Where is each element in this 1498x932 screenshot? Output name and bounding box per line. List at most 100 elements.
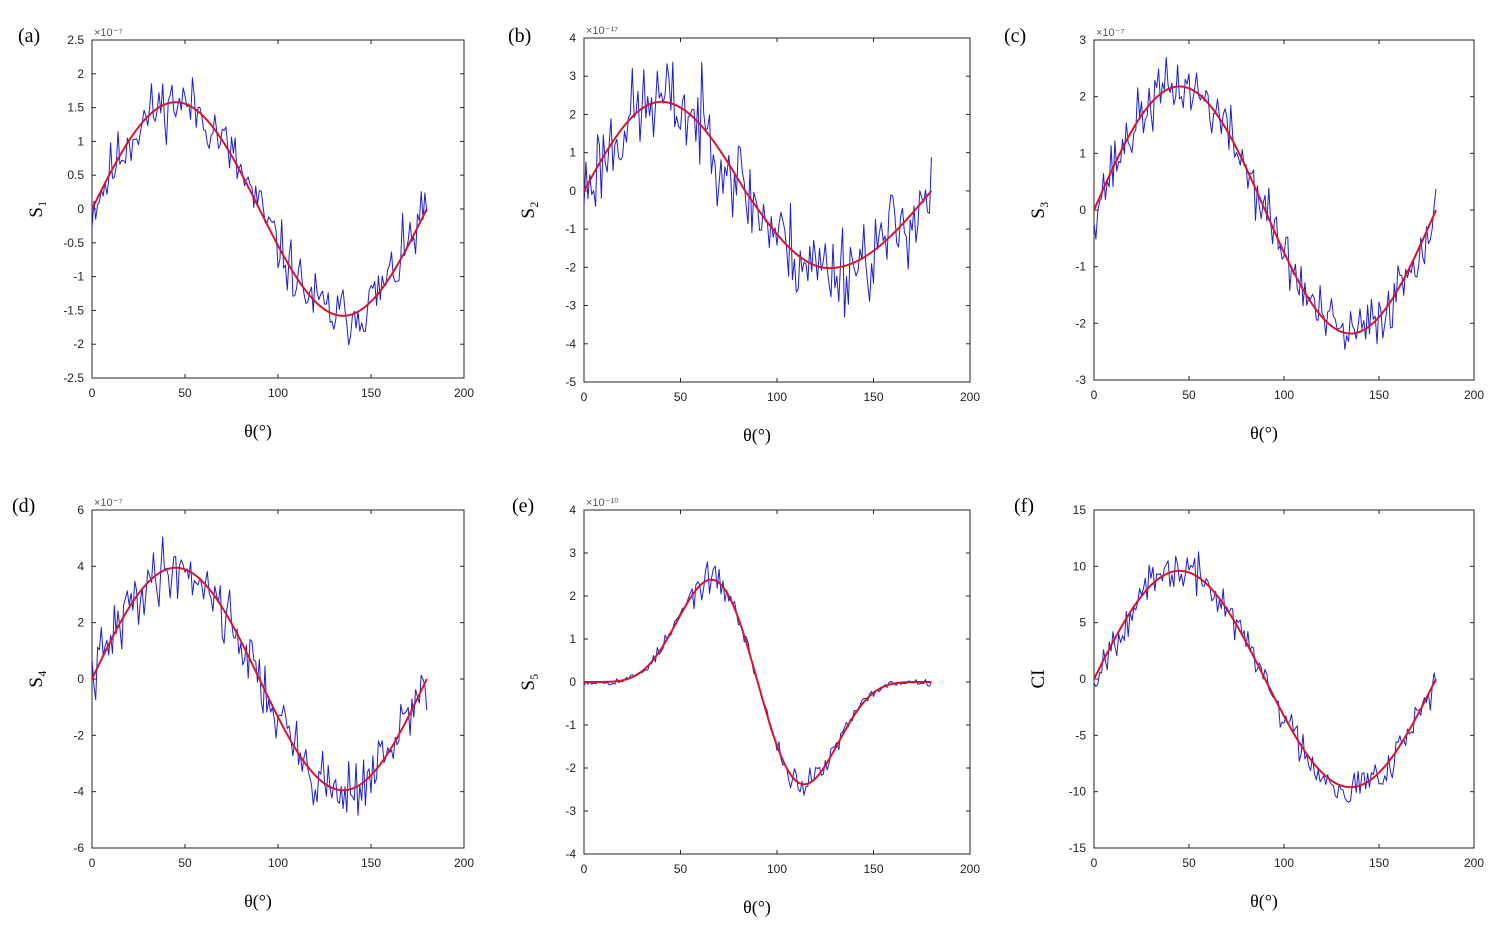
y-tick-label: 5 [1079, 616, 1086, 630]
x-tick-label: 100 [767, 862, 787, 876]
series-fit [584, 578, 932, 786]
y-axis-label: S₅ [518, 673, 539, 690]
panel-1: (b) 0 50 100 150 200 -5 -4 -3 -2 -1 0 1 2 3 4 ×10⁻¹⁷ S₂ θ(… [508, 25, 980, 446]
panel-0: (a) 0 50 100 150 200 -2.5 -2 -1.5 -1 -0.5 0 0.5 1 1.5 2… [18, 25, 474, 442]
y-tick-label: 0 [569, 675, 576, 689]
panel-label: (b) [508, 25, 531, 47]
y-tick-label: 2.5 [67, 33, 84, 47]
y-axis-label: S₃ [1028, 201, 1049, 218]
y-tick-label: 3 [1079, 33, 1086, 47]
axis-exponent: ×10⁻⁷ [1096, 27, 1124, 39]
x-tick-label: 50 [674, 862, 688, 876]
series-noisy [91, 77, 428, 346]
x-tick-label: 200 [960, 390, 980, 404]
panel-3: (d) 0 50 100 150 200 -6 -4 -2 0 2 4 6 ×10⁻⁷ S₄ θ(°) [12, 495, 474, 912]
y-axis-label: S₂ [518, 201, 539, 218]
y-tick-label: 3 [569, 69, 576, 83]
x-tick-label: 200 [454, 856, 474, 870]
axis-exponent: ×10⁻⁷ [94, 27, 122, 39]
y-tick-label: 0 [1079, 672, 1086, 686]
x-tick-label: 200 [960, 862, 980, 876]
axes-box [583, 37, 971, 383]
y-tick-label: 0 [77, 672, 84, 686]
x-axis-label: θ(°) [1250, 891, 1278, 912]
x-tick-label: 100 [1274, 856, 1294, 870]
y-tick-label: 2 [77, 67, 84, 81]
y-tick-label: 4 [77, 559, 84, 573]
y-tick-label: 1 [569, 632, 576, 646]
x-axis-label: θ(°) [743, 425, 771, 446]
x-tick-label: 100 [268, 386, 288, 400]
x-tick-label: 0 [581, 862, 588, 876]
y-tick-label: 2 [569, 107, 576, 121]
y-tick-label: 1 [1079, 146, 1086, 160]
series-noisy [1093, 56, 1437, 350]
series-fit [1093, 85, 1437, 335]
x-tick-label: 150 [361, 856, 381, 870]
y-tick-label: -2.5 [63, 371, 84, 385]
x-tick-label: 150 [361, 386, 381, 400]
x-tick-label: 0 [89, 856, 96, 870]
y-tick-label: -1 [73, 270, 84, 284]
y-tick-label: -2 [565, 260, 576, 274]
y-tick-label: -2 [1075, 316, 1086, 330]
y-tick-label: 15 [1073, 503, 1087, 517]
y-tick-label: -3 [565, 804, 576, 818]
axes-box [91, 509, 465, 849]
y-tick-label: -2 [73, 728, 84, 742]
axes-box [1093, 39, 1475, 381]
y-tick-label: 10 [1073, 559, 1087, 573]
series-fit [91, 566, 428, 792]
y-tick-label: -5 [565, 375, 576, 389]
series-fit [1093, 569, 1437, 789]
axis-exponent: ×10⁻¹⁷ [586, 25, 618, 37]
x-tick-label: 50 [178, 386, 192, 400]
x-tick-label: 150 [1369, 856, 1389, 870]
y-tick-label: 2 [569, 589, 576, 603]
x-tick-label: 100 [767, 390, 787, 404]
x-tick-label: 150 [863, 862, 883, 876]
y-tick-label: 0 [569, 184, 576, 198]
y-tick-label: -1.5 [63, 303, 84, 317]
y-tick-label: -3 [565, 299, 576, 313]
y-tick-label: 4 [569, 31, 576, 45]
panel-2: (c) 0 50 100 150 200 -3 -2 -1 0 1 2 3 ×10⁻⁷ S₃ θ(°) [1004, 25, 1484, 444]
axis-exponent: ×10⁻¹⁰ [586, 497, 619, 509]
panel-label: (a) [18, 25, 40, 47]
y-axis-label: S₄ [26, 670, 47, 687]
x-axis-label: θ(°) [743, 897, 771, 918]
x-tick-label: 200 [1464, 856, 1484, 870]
y-tick-label: 4 [569, 503, 576, 517]
x-tick-label: 0 [581, 390, 588, 404]
y-tick-label: 2 [77, 616, 84, 630]
x-tick-label: 150 [1369, 388, 1389, 402]
x-tick-label: 0 [1091, 388, 1098, 402]
axes-box [1093, 509, 1475, 849]
x-tick-label: 50 [674, 390, 688, 404]
y-tick-label: 1.5 [67, 101, 84, 115]
y-tick-label: -1 [1075, 260, 1086, 274]
y-tick-label: -3 [1075, 373, 1086, 387]
y-tick-label: -5 [1075, 728, 1086, 742]
y-tick-label: 0 [1079, 203, 1086, 217]
y-tick-label: 3 [569, 546, 576, 560]
y-tick-label: 0.5 [67, 168, 84, 182]
panel-label: (f) [1014, 495, 1034, 517]
y-tick-label: -15 [1069, 841, 1087, 855]
x-axis-label: θ(°) [244, 891, 272, 912]
x-axis-label: θ(°) [1250, 423, 1278, 444]
x-axis-label: θ(°) [244, 421, 272, 442]
series-noisy [1093, 551, 1437, 803]
y-tick-label: -4 [565, 337, 576, 351]
series-noisy [91, 536, 428, 816]
x-tick-label: 200 [454, 386, 474, 400]
y-tick-label: 1 [569, 146, 576, 160]
y-tick-label: -0.5 [63, 236, 84, 250]
series-fit [583, 100, 933, 270]
y-tick-label: -2 [565, 761, 576, 775]
x-tick-label: 50 [1182, 388, 1196, 402]
y-axis-label: CI [1028, 670, 1049, 689]
panel-5: (f) 0 50 100 150 200 -15 -10 -5 0 5 10 15 CI θ(°) [1014, 495, 1484, 912]
y-axis-label: S₁ [26, 200, 47, 217]
